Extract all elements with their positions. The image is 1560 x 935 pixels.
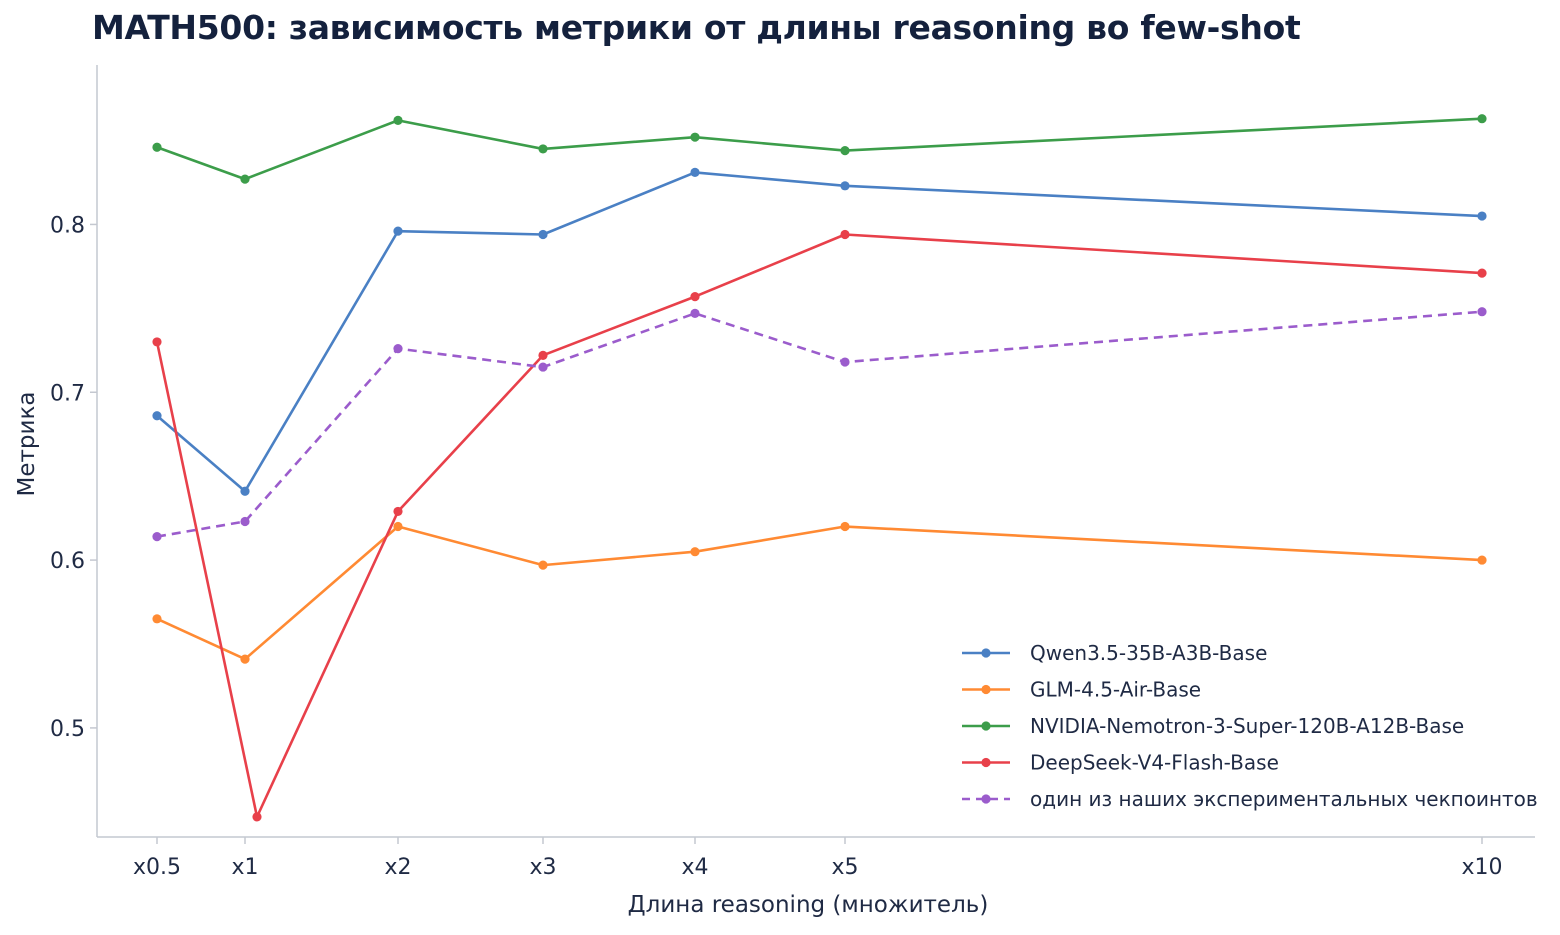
data-point <box>1477 307 1487 317</box>
x-tick-label: x5 <box>831 855 858 880</box>
series-layer <box>152 114 1487 822</box>
legend-label: Qwen3.5-35B-A3B-Base <box>1030 641 1267 665</box>
x-tick-label: x4 <box>681 855 708 880</box>
x-tick-label: x2 <box>384 855 411 880</box>
data-point <box>393 521 403 532</box>
data-point <box>152 142 162 152</box>
x-tick-label: x3 <box>529 855 556 880</box>
data-point <box>393 506 403 517</box>
y-tick-label: 0.6 <box>50 549 85 574</box>
x-tick-label: x10 <box>1461 855 1502 880</box>
chart-title: MATH500: зависимость метрики от длины re… <box>92 8 1301 47</box>
data-point <box>690 167 700 178</box>
legend-swatch-marker <box>981 684 991 695</box>
data-point <box>240 174 250 184</box>
data-point <box>152 531 162 542</box>
legend-swatch-marker <box>981 757 991 768</box>
data-point <box>840 181 850 191</box>
data-point <box>840 229 850 240</box>
data-point <box>393 344 403 354</box>
data-point <box>1477 268 1487 278</box>
legend-item: NVIDIA-Nemotron-3-Super-120B-A12B-Base <box>962 714 1464 738</box>
data-point <box>690 292 700 302</box>
series-4 <box>152 229 1487 822</box>
legend-item: DeepSeek-V4-Flash-Base <box>962 751 1279 775</box>
data-point <box>690 308 700 318</box>
series-2 <box>152 521 1487 664</box>
legend-swatch-marker <box>981 794 991 804</box>
x-axis-title: Длина reasoning (множитель) <box>628 892 989 918</box>
legend-label: GLM-4.5-Air-Base <box>1030 678 1201 702</box>
legend-label: один из наших экспериментальных чекпоинт… <box>1030 787 1538 811</box>
y-tick-label: 0.8 <box>50 213 85 238</box>
data-point <box>393 226 403 236</box>
data-point <box>393 115 403 125</box>
legend-item: Qwen3.5-35B-A3B-Base <box>962 641 1267 665</box>
data-point <box>690 547 700 557</box>
legend-label: NVIDIA-Nemotron-3-Super-120B-A12B-Base <box>1030 714 1464 738</box>
y-axis-title: Метрика <box>14 392 40 497</box>
data-point <box>840 357 850 367</box>
series-line <box>156 171 1483 493</box>
y-tick-label: 0.5 <box>50 717 85 742</box>
series-line <box>156 117 1483 181</box>
legend-swatch-marker <box>981 648 991 658</box>
series-3 <box>152 114 1487 184</box>
data-point <box>152 614 162 624</box>
data-point <box>152 411 162 421</box>
ticks: 0.5 0.6 0.7 0.8 x0.5 x1 x2 x3 x4 x5 x10 <box>50 213 1503 880</box>
x-tick-label: x1 <box>231 855 258 880</box>
data-point <box>252 812 262 822</box>
y-tick-label: 0.7 <box>50 381 85 406</box>
data-point <box>538 350 548 360</box>
data-point <box>538 362 548 372</box>
axes <box>96 65 1535 838</box>
data-point <box>152 337 162 347</box>
data-point <box>538 560 548 570</box>
x-tick-label: x0.5 <box>133 855 181 880</box>
data-point <box>1477 114 1487 124</box>
series-5 <box>152 307 1487 542</box>
data-point <box>840 145 850 156</box>
data-point <box>240 654 250 664</box>
data-point <box>1477 555 1487 565</box>
legend-swatch-marker <box>981 721 991 731</box>
legend-item: один из наших экспериментальных чекпоинт… <box>962 787 1538 811</box>
data-point <box>538 229 548 240</box>
data-point <box>840 521 850 532</box>
legend-label: DeepSeek-V4-Flash-Base <box>1030 751 1279 775</box>
legend: Qwen3.5-35B-A3B-Base GLM-4.5-Air-Base NVID… <box>962 641 1538 811</box>
legend-item: GLM-4.5-Air-Base <box>962 678 1201 702</box>
data-point <box>538 144 548 154</box>
data-point <box>1477 211 1487 221</box>
series-line <box>156 310 1483 538</box>
series-line <box>156 525 1483 661</box>
series-1 <box>152 167 1487 496</box>
data-point <box>690 132 700 142</box>
data-point <box>240 486 250 496</box>
data-point <box>240 516 250 527</box>
